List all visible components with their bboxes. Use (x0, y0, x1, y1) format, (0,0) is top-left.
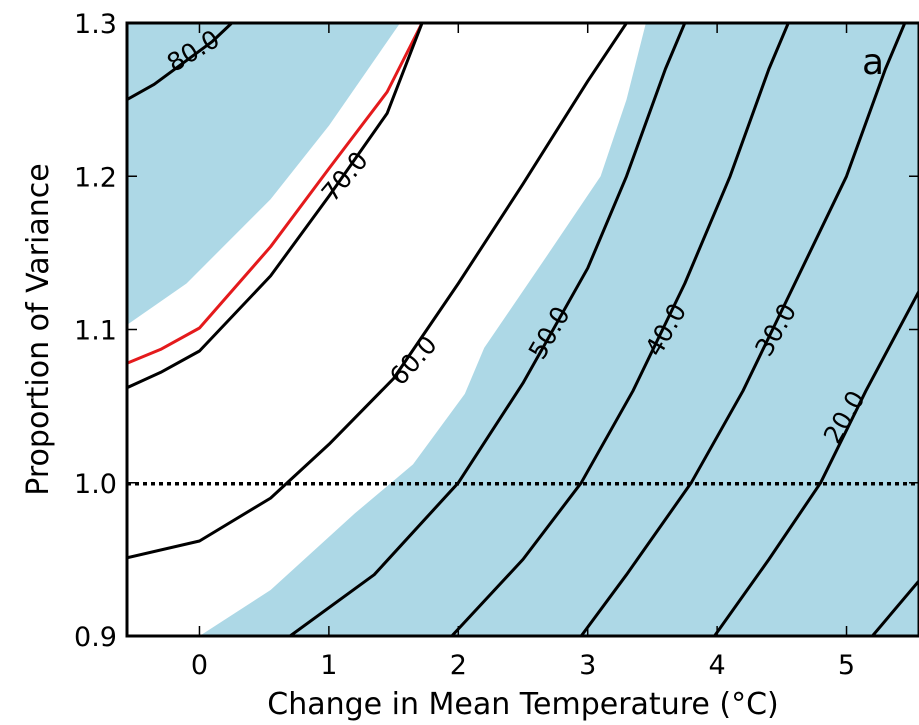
y-tick-label: 1.1 (74, 316, 117, 347)
x-tick-label: 3 (579, 650, 596, 681)
x-tick-label: 4 (709, 650, 726, 681)
contour-20-0 (713, 290, 919, 636)
contour-highlight-red (127, 23, 424, 365)
axis-ticks: 0 1 2 3 4 5 0.9 1.0 1.1 1.2 1.3 (74, 9, 919, 681)
y-tick-label: 1.2 (74, 162, 117, 193)
panel-label: a (862, 42, 884, 83)
contour-40-0 (450, 23, 790, 636)
x-tick-label: 1 (320, 650, 337, 681)
contour-80-0 (127, 23, 233, 101)
y-tick-label: 0.9 (74, 622, 117, 653)
x-axis-label: Change in Mean Temperature (°C) (267, 687, 778, 722)
x-tick-label: 5 (838, 650, 855, 681)
contour-unlabeled-8 (871, 579, 919, 636)
contour-50-0 (289, 23, 687, 636)
y-tick-label: 1.0 (74, 469, 117, 500)
contour-30-0 (579, 23, 907, 636)
shaded-region-upper-left (127, 23, 401, 325)
x-tick-label: 2 (450, 650, 467, 681)
y-tick-label: 1.3 (74, 9, 117, 40)
contour-70-0 (127, 23, 424, 390)
contour-lines (127, 23, 919, 636)
y-axis-label: Proportion of Variance (21, 163, 56, 495)
shaded-regions (127, 23, 919, 636)
x-tick-label: 0 (191, 650, 208, 681)
contour-60-0 (127, 23, 628, 560)
